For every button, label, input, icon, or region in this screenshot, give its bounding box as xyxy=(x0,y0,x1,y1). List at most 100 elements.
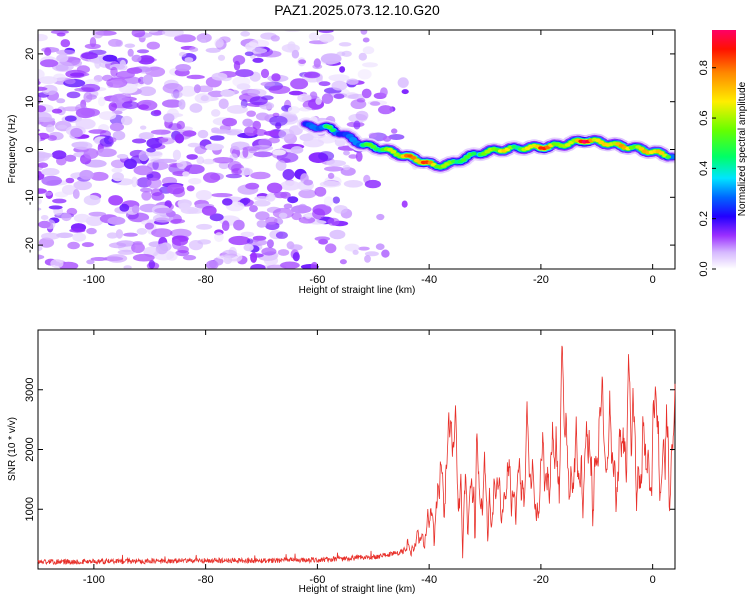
noise-blob xyxy=(250,252,258,263)
colorbar-tick-label: 0.0 xyxy=(698,261,710,276)
noise-blob xyxy=(73,213,91,223)
noise-blob xyxy=(287,196,299,204)
noise-blob xyxy=(247,88,267,97)
noise-blob xyxy=(84,43,101,50)
ridge-blob xyxy=(665,155,672,159)
colorbar-gradient xyxy=(712,30,736,269)
noise-blob xyxy=(243,244,254,252)
noise-blob xyxy=(254,196,269,201)
spectrogram-ridge xyxy=(297,117,675,174)
noise-blob xyxy=(23,135,35,139)
noise-blob xyxy=(38,162,49,168)
noise-blob xyxy=(327,172,335,179)
x-tick-label: -40 xyxy=(421,574,437,586)
noise-blob xyxy=(233,60,241,71)
noise-blob xyxy=(188,178,202,185)
noise-blob xyxy=(212,157,234,164)
noise-blob xyxy=(196,223,213,230)
noise-blob xyxy=(38,254,45,260)
noise-blob xyxy=(289,244,303,251)
noise-blob xyxy=(146,161,169,171)
noise-blob xyxy=(48,205,63,210)
noise-blob xyxy=(90,257,108,261)
noise-blob xyxy=(249,96,268,106)
ridge-blob xyxy=(461,158,467,162)
noise-blob xyxy=(189,47,199,52)
x-tick-label: -100 xyxy=(83,574,105,586)
spectrogram-y-axis-label: Frequency (Hz) xyxy=(7,115,18,184)
noise-blob xyxy=(57,124,68,129)
noise-blob xyxy=(50,30,69,35)
x-tick-label: -80 xyxy=(198,274,214,286)
noise-blob xyxy=(291,205,312,214)
noise-blob xyxy=(146,177,162,189)
noise-blob xyxy=(292,252,300,262)
chart-title: PAZ1.2025.073.12.10.G20 xyxy=(274,2,440,18)
noise-blob xyxy=(278,128,295,140)
noise-blob xyxy=(291,49,300,59)
noise-blob xyxy=(187,142,201,148)
noise-blob xyxy=(127,48,134,57)
noise-blob xyxy=(270,35,280,42)
noise-blob xyxy=(209,213,224,222)
noise-blob xyxy=(333,93,345,100)
noise-blob xyxy=(355,110,369,121)
noise-blob xyxy=(47,135,57,141)
noise-blob xyxy=(297,93,312,103)
noise-blob xyxy=(228,235,251,246)
noise-blob xyxy=(56,54,69,63)
ridge-blob xyxy=(658,151,665,155)
noise-blob xyxy=(138,132,154,140)
colorbar-tick-label: 0.2 xyxy=(698,211,710,226)
ridge-blob xyxy=(410,156,417,160)
spectrogram-x-ticks: -100 -80 -60 -40 -20 0 xyxy=(83,30,656,286)
noise-blob xyxy=(378,105,394,115)
noise-blob xyxy=(260,81,276,87)
noise-blob xyxy=(83,92,93,103)
noise-blob xyxy=(17,257,37,264)
snr-frame xyxy=(37,329,676,570)
noise-blob xyxy=(197,239,211,245)
y-tick-label: -20 xyxy=(24,237,36,253)
noise-blob xyxy=(39,76,58,85)
noise-blob xyxy=(73,141,93,150)
noise-blob xyxy=(284,30,301,33)
noise-blob xyxy=(343,150,350,156)
ridge-blob xyxy=(564,143,571,147)
noise-blob xyxy=(115,39,123,47)
noise-blob xyxy=(176,159,187,170)
noise-blob xyxy=(200,95,209,102)
noise-blob xyxy=(146,137,163,149)
noise-blob xyxy=(146,30,159,33)
noise-blob xyxy=(327,217,340,226)
noise-blob xyxy=(189,103,203,113)
noise-blob xyxy=(283,203,293,209)
noise-blob xyxy=(148,259,156,269)
noise-blob xyxy=(226,105,248,114)
ridge-blob xyxy=(326,125,333,129)
noise-blob xyxy=(136,99,158,111)
noise-blob xyxy=(309,91,318,100)
ridge-blob xyxy=(471,151,477,156)
noise-blob xyxy=(184,57,194,63)
noise-blob xyxy=(45,124,55,133)
noise-blob xyxy=(268,85,291,94)
noise-blob xyxy=(310,261,319,269)
ridge-blob xyxy=(330,128,336,132)
noise-blob xyxy=(66,91,81,99)
noise-blob xyxy=(136,49,150,54)
noise-blob xyxy=(131,176,138,188)
noise-blob xyxy=(86,227,97,235)
noise-blob xyxy=(348,154,358,159)
y-tick-label: 3000 xyxy=(24,378,36,402)
noise-blob xyxy=(22,228,38,236)
noise-blob xyxy=(357,69,372,80)
noise-blob xyxy=(38,152,53,158)
noise-blob xyxy=(315,97,322,105)
noise-blob xyxy=(318,238,329,245)
noise-blob xyxy=(324,166,344,172)
noise-blob xyxy=(110,66,118,77)
noise-blob xyxy=(56,32,66,37)
